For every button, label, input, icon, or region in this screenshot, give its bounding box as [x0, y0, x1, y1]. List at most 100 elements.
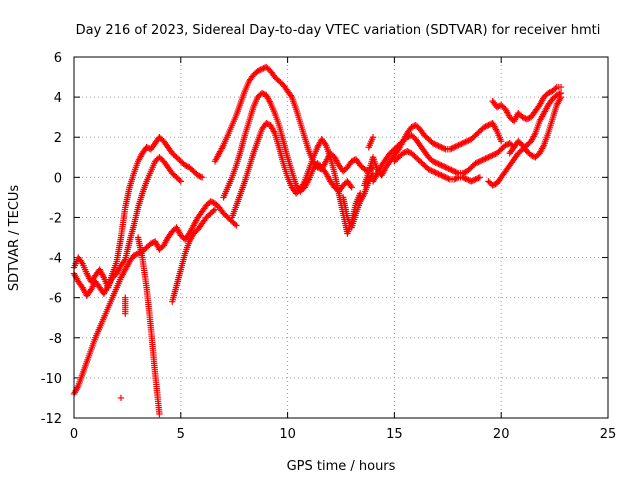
data-point: [401, 149, 408, 156]
data-point: [156, 410, 163, 418]
y-tick-label: 2: [54, 131, 62, 146]
data-point: [122, 310, 129, 317]
data-point: [257, 66, 264, 73]
y-tick-label: -4: [49, 252, 62, 267]
data-point: [443, 174, 451, 182]
x-tick-label: 0: [70, 427, 78, 442]
data-point: [476, 174, 484, 181]
data-point: [458, 140, 465, 148]
x-tick-label: 15: [386, 427, 403, 442]
data-point: [436, 143, 444, 150]
data-point: [470, 176, 478, 184]
data-point: [258, 89, 266, 97]
data-point: [530, 153, 538, 160]
y-tick-label: 4: [54, 91, 62, 106]
data-point: [446, 146, 454, 153]
data-point: [426, 166, 434, 174]
data-point: [505, 140, 512, 148]
data-point: [120, 257, 128, 265]
data-point: [441, 145, 448, 152]
data-point: [469, 177, 476, 184]
data-point: [485, 154, 492, 161]
data-point: [479, 156, 486, 164]
data-point: [443, 164, 451, 172]
data-point: [404, 134, 411, 141]
data-point: [198, 174, 206, 181]
data-point: [435, 160, 442, 168]
data-point: [483, 122, 491, 130]
data-point: [348, 158, 355, 165]
data-point: [552, 85, 559, 92]
data-point: [462, 138, 469, 146]
data-point: [475, 174, 482, 182]
data-point: [432, 159, 439, 166]
data-point: [143, 144, 150, 151]
y-tick-label: 6: [54, 51, 62, 66]
data-point: [455, 142, 462, 149]
data-point: [429, 168, 437, 175]
x-tick-label: 20: [493, 427, 510, 442]
data-point: [465, 137, 472, 144]
data-point: [263, 119, 270, 127]
data-point: [557, 83, 565, 91]
data-point: [448, 166, 455, 174]
grid: [74, 57, 608, 418]
data-point: [453, 174, 461, 182]
data-point: [177, 178, 184, 185]
data-point: [207, 198, 214, 205]
data-point: [523, 115, 531, 123]
series-O: [506, 93, 565, 161]
data-point: [502, 142, 509, 149]
data-point: [482, 123, 489, 130]
data-point: [449, 144, 456, 152]
data-point: [465, 176, 472, 184]
data-point: [404, 148, 411, 155]
data-point: [544, 89, 552, 97]
data-point: [233, 222, 240, 229]
data-point: [348, 184, 355, 191]
data-point: [546, 89, 553, 96]
data-point: [433, 160, 441, 167]
data-point: [439, 162, 447, 170]
data-point: [490, 151, 498, 158]
data-point: [490, 181, 498, 188]
data-point: [431, 168, 438, 176]
data-point: [452, 175, 459, 182]
data-point: [176, 176, 183, 184]
data-point: [478, 157, 485, 164]
data-point: [78, 258, 85, 266]
data-point: [287, 92, 295, 99]
series-L: [391, 148, 484, 185]
data-point: [459, 140, 466, 147]
data-point: [475, 158, 482, 166]
data-point: [428, 167, 435, 174]
data-point: [525, 115, 532, 122]
x-tick-label: 10: [279, 427, 296, 442]
data-point: [527, 152, 535, 159]
series-D: [134, 234, 163, 418]
data-point: [473, 159, 481, 166]
series-Q: [365, 134, 377, 151]
y-tick-label: 0: [54, 171, 62, 186]
data-point: [439, 172, 447, 180]
data-point: [446, 166, 454, 173]
data-point: [425, 166, 432, 173]
data-point: [435, 142, 442, 150]
data-point: [486, 153, 494, 160]
plot-frame: [73, 56, 609, 419]
data-point: [231, 220, 239, 228]
data-point: [489, 182, 496, 189]
data-point: [211, 206, 219, 213]
data-point: [255, 67, 263, 74]
data-point: [347, 182, 354, 190]
data-point: [405, 148, 412, 156]
data-point: [553, 91, 560, 99]
data-point: [480, 156, 488, 163]
data-point: [441, 163, 448, 170]
data-point: [433, 170, 441, 177]
data-point: [438, 172, 445, 179]
data-point: [369, 170, 377, 177]
data-point: [196, 172, 203, 180]
data-point: [472, 160, 479, 167]
data-point: [399, 150, 407, 157]
